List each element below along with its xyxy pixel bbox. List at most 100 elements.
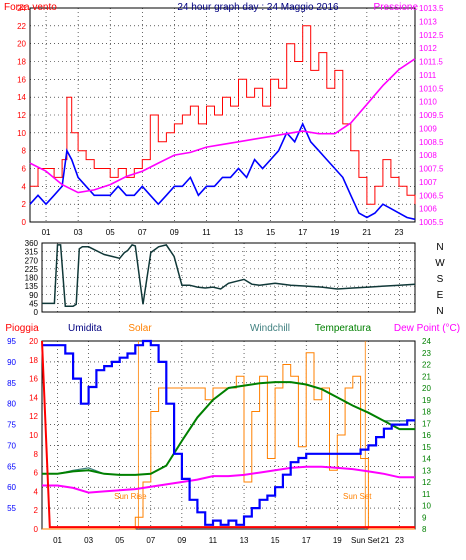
solar-line: [42, 352, 415, 530]
humidity-tick-label: 65: [7, 462, 16, 471]
wind-x-tick-label: 11: [202, 228, 211, 237]
temp-x-tick-label: 11: [209, 536, 218, 545]
temperature-tick-label: 13: [422, 466, 431, 475]
chart-title: 24 hour graph day : 24 Maggio 2016: [177, 2, 339, 13]
humidity-tick-label: 85: [7, 379, 16, 388]
temperature-tick-label: 14: [422, 455, 431, 464]
wind-left-tick-label: 2: [22, 200, 27, 209]
wind-x-tick-label: 13: [234, 228, 243, 237]
wind-left-tick-label: 12: [17, 111, 26, 120]
legend-label: Dew Point (°C): [394, 323, 460, 334]
wind-x-tick-label: 19: [330, 228, 339, 237]
wind-x-tick-label: 05: [106, 228, 115, 237]
rain-tick-label: 16: [29, 375, 38, 384]
direction-tick-label: 135: [25, 282, 39, 291]
wind-x-tick-label: 07: [138, 228, 147, 237]
wind-x-tick-label: 09: [170, 228, 179, 237]
wind-left-tick-label: 22: [17, 22, 26, 31]
wind-average-line: [29, 121, 416, 221]
pressure-tick-label: 1012.5: [419, 31, 444, 40]
humidity-tick-label: 80: [7, 400, 16, 409]
wind-x-tick-label: 23: [395, 228, 404, 237]
pressure-tick-label: 1008.5: [419, 138, 444, 147]
temperature-tick-label: 23: [422, 349, 431, 358]
direction-tick-label: 0: [34, 308, 39, 317]
rain-tick-label: 20: [29, 337, 38, 346]
temp-x-tick-label: 15: [271, 536, 280, 545]
temp-x-tick-label: 13: [240, 536, 249, 545]
temperature-tick-label: 8: [422, 525, 427, 534]
pressure-tick-label: 1008: [419, 151, 437, 160]
temperature-tick-label: 16: [422, 431, 431, 440]
temperature-tick-label: 24: [422, 337, 431, 346]
wind-left-tick-label: 24: [17, 4, 26, 13]
rain-line: [41, 340, 415, 529]
temp-x-tick-label: 21: [381, 536, 390, 545]
temperature-tick-label: 20: [422, 384, 431, 393]
temperature-tick-label: 12: [422, 478, 431, 487]
wind-axis-title: Forza vento: [4, 2, 57, 13]
temperature-tick-label: 9: [422, 513, 427, 522]
compass-label: W: [435, 258, 445, 269]
pressure-axis-title: Pressione: [374, 2, 419, 13]
wind-left-tick-label: 16: [17, 75, 26, 84]
humidity-tick-label: 75: [7, 421, 16, 430]
direction-tick-label: 45: [29, 299, 38, 308]
rain-tick-label: 8: [34, 450, 39, 459]
compass-label: N: [436, 242, 443, 253]
wind-x-tick-label: 03: [74, 228, 83, 237]
pressure-tick-label: 1009: [419, 124, 437, 133]
pressure-line: [29, 58, 416, 194]
pressure-tick-label: 1007.5: [419, 165, 444, 174]
rain-tick-label: 0: [34, 525, 39, 534]
wind-left-tick-label: 0: [22, 218, 27, 227]
compass-label: N: [436, 306, 443, 317]
sun-annotation-label: Sun Set: [343, 492, 372, 501]
temp-x-tick-label: 01: [53, 536, 62, 545]
direction-panel-frame: [41, 242, 416, 313]
temp-x-tick-label: 19: [333, 536, 342, 545]
pressure-tick-label: 1011.5: [419, 58, 443, 67]
pressure-tick-label: 1005.5: [419, 218, 444, 227]
temp-x-tick-label: 09: [177, 536, 186, 545]
pressure-tick-label: 1012: [419, 44, 437, 53]
legend-label: Pioggia: [5, 323, 39, 334]
rain-tick-label: 6: [34, 469, 39, 478]
temp-x-tick-label: 07: [146, 536, 155, 545]
humidity-tick-label: 55: [7, 504, 16, 513]
wind-x-tick-label: 21: [362, 228, 371, 237]
wind-left-tick-label: 14: [17, 93, 26, 102]
pressure-tick-label: 1010: [419, 98, 437, 107]
wind-x-tick-label: 17: [298, 228, 307, 237]
direction-tick-label: 180: [25, 274, 39, 283]
wind-left-tick-label: 8: [22, 147, 27, 156]
rain-tick-label: 18: [29, 356, 38, 365]
wind-direction-line: [42, 244, 416, 308]
temperature-tick-label: 21: [422, 372, 431, 381]
wind-left-tick-label: 10: [17, 129, 26, 138]
rain-tick-label: 4: [34, 487, 39, 496]
sun-annotation-label: Sun Rise: [114, 492, 147, 501]
temperature-line: [42, 381, 415, 476]
direction-tick-label: 360: [25, 239, 39, 248]
wind-x-tick-label: 01: [42, 228, 51, 237]
pressure-tick-label: 1010.5: [419, 84, 444, 93]
temperature-tick-label: 19: [422, 396, 431, 405]
temp-panel-frame: [41, 340, 416, 530]
pressure-tick-label: 1006.5: [419, 191, 444, 200]
wind-left-tick-label: 4: [22, 182, 27, 191]
direction-tick-label: 315: [25, 248, 39, 257]
temperature-tick-label: 18: [422, 408, 431, 417]
temperature-tick-label: 15: [422, 443, 431, 452]
humidity-line: [42, 339, 415, 526]
dew-point-line: [42, 465, 415, 494]
temperature-tick-label: 22: [422, 361, 431, 370]
temperature-tick-label: 10: [422, 502, 431, 511]
wind-left-tick-label: 6: [22, 165, 27, 174]
pressure-tick-label: 1013: [419, 17, 437, 26]
wind-left-tick-label: 20: [17, 40, 26, 49]
pressure-tick-label: 1007: [419, 178, 437, 187]
temp-x-tick-label: Sun Set: [351, 536, 380, 545]
temperature-tick-label: 17: [422, 419, 431, 428]
